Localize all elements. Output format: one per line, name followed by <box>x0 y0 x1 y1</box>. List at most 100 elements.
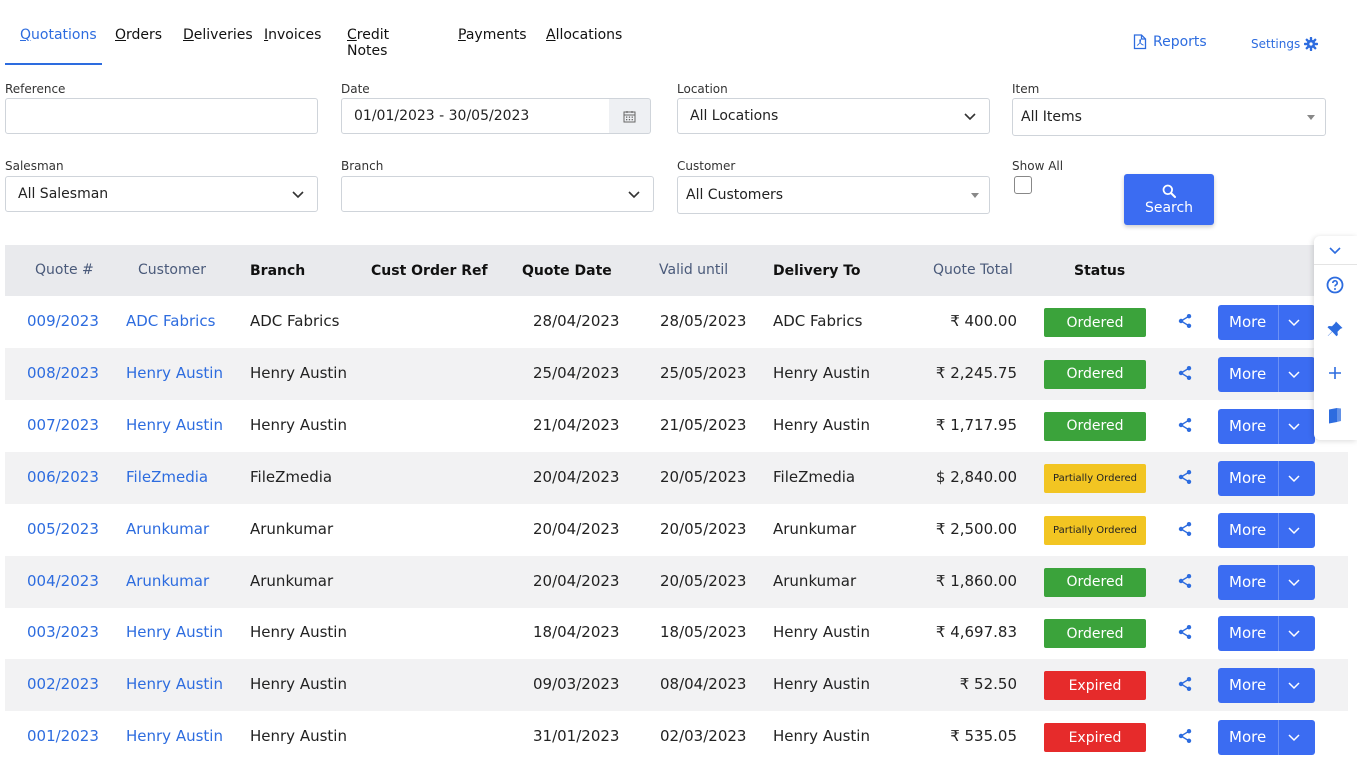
more-label: More <box>1229 468 1267 487</box>
share-icon[interactable] <box>1177 573 1193 589</box>
share-icon[interactable] <box>1177 365 1193 381</box>
more-button[interactable]: More <box>1218 356 1315 392</box>
chevron-down-icon[interactable] <box>1287 678 1301 692</box>
share-icon[interactable] <box>1177 728 1193 744</box>
reference-input[interactable] <box>5 98 318 134</box>
quote-number-link[interactable]: 003/2023 <box>27 623 99 642</box>
chevron-down-icon[interactable] <box>1287 730 1301 744</box>
tab-deliveries[interactable]: Deliveries <box>183 27 253 43</box>
share-icon[interactable] <box>1177 676 1193 692</box>
more-button[interactable]: More <box>1218 408 1315 444</box>
chevron-down-icon[interactable] <box>1287 523 1301 537</box>
delivery-to-cell: Arunkumar <box>773 571 857 590</box>
pin-icon[interactable] <box>1326 320 1344 338</box>
tab-allocations[interactable]: Allocations <box>546 27 623 43</box>
customer-link[interactable]: Henry Austin <box>126 363 223 382</box>
col-quote-total[interactable]: Quote Total <box>933 262 1013 278</box>
more-button[interactable]: More <box>1218 564 1315 600</box>
more-label: More <box>1229 520 1267 539</box>
quote-number-link[interactable]: 002/2023 <box>27 675 99 694</box>
col-status: Status <box>1074 263 1126 279</box>
delivery-to-cell: Henry Austin <box>773 623 870 642</box>
quote-number-link[interactable]: 008/2023 <box>27 363 99 382</box>
quote-total-cell: ₹ 1,717.95 <box>935 415 1017 434</box>
quote-number-link[interactable]: 009/2023 <box>27 312 99 330</box>
customer-link[interactable]: ADC Fabrics <box>126 312 216 330</box>
table-row: 008/2023 Henry Austin Henry Austin 25/04/20… <box>5 347 1348 400</box>
branch-select[interactable] <box>341 176 654 212</box>
quote-number-link[interactable]: 004/2023 <box>27 571 99 590</box>
settings-link[interactable]: Settings <box>1251 37 1319 51</box>
share-icon[interactable] <box>1177 417 1193 433</box>
more-button[interactable]: More <box>1218 512 1315 548</box>
valid-until-cell: 21/05/2023 <box>660 415 747 434</box>
customer-link[interactable]: Arunkumar <box>126 571 210 590</box>
valid-until-cell: 20/05/2023 <box>660 467 747 486</box>
col-quote-number[interactable]: Quote # <box>35 262 94 278</box>
branch-cell: Henry Austin <box>250 675 347 694</box>
status-badge: Ordered <box>1044 359 1146 389</box>
valid-until-cell: 25/05/2023 <box>660 363 747 382</box>
more-label: More <box>1229 728 1267 747</box>
table-row: 006/2023 FileZmedia FileZmedia 20/04/2023 20… <box>5 451 1348 504</box>
chevron-down-icon[interactable] <box>1287 419 1301 433</box>
more-divider <box>1278 616 1279 652</box>
plus-icon[interactable] <box>1326 364 1344 382</box>
branch-cell: Henry Austin <box>250 415 347 434</box>
share-icon[interactable] <box>1177 624 1193 640</box>
quote-date-cell: 25/04/2023 <box>533 363 620 382</box>
quote-number-link[interactable]: 006/2023 <box>27 467 99 486</box>
chevron-down-icon[interactable] <box>1287 367 1301 381</box>
more-button[interactable]: More <box>1218 616 1315 652</box>
more-button[interactable]: More <box>1218 305 1315 340</box>
customer-select[interactable]: All Customers <box>677 176 990 214</box>
tab-invoices[interactable]: Invoices <box>264 27 322 43</box>
tab-credit-notes[interactable]: Credit Notes <box>347 27 390 59</box>
quote-total-cell: ₹ 4,697.83 <box>935 623 1017 642</box>
chevron-down-icon[interactable] <box>1287 315 1301 329</box>
branch-cell: ADC Fabrics <box>250 312 340 330</box>
share-icon[interactable] <box>1177 313 1193 329</box>
branch-label: Branch <box>341 159 384 173</box>
more-divider <box>1278 564 1279 600</box>
salesman-select[interactable]: All Salesman <box>5 176 318 212</box>
customer-link[interactable]: Henry Austin <box>126 727 223 746</box>
customer-link[interactable]: Henry Austin <box>126 623 223 642</box>
customer-link[interactable]: Henry Austin <box>126 415 223 434</box>
table-row: 009/2023 ADC Fabrics ADC Fabrics 28/04/2023… <box>5 296 1348 348</box>
more-button[interactable]: More <box>1218 460 1315 496</box>
customer-link[interactable]: Henry Austin <box>126 675 223 694</box>
calendar-button[interactable] <box>609 98 651 134</box>
chevron-down-icon[interactable] <box>1287 471 1301 485</box>
quote-number-link[interactable]: 001/2023 <box>27 727 99 746</box>
reports-link[interactable]: Reports <box>1133 34 1207 50</box>
side-tool-panel <box>1314 236 1357 440</box>
show-all-checkbox[interactable] <box>1014 176 1032 194</box>
delivery-to-cell: FileZmedia <box>773 467 856 486</box>
more-button[interactable]: More <box>1218 720 1315 756</box>
chevron-down-icon[interactable] <box>1287 575 1301 589</box>
tab-orders[interactable]: Orders <box>115 27 163 43</box>
location-select[interactable]: All Locations <box>677 98 990 134</box>
col-valid-until[interactable]: Valid until <box>659 262 729 278</box>
search-button[interactable]: Search <box>1124 174 1214 225</box>
share-icon[interactable] <box>1177 469 1193 485</box>
quote-date-cell: 31/01/2023 <box>533 727 620 746</box>
quote-number-link[interactable]: 005/2023 <box>27 519 99 538</box>
chevron-down-icon[interactable] <box>1287 626 1301 640</box>
date-range-input[interactable]: 01/01/2023 - 30/05/2023 <box>341 98 610 134</box>
tab-payments[interactable]: Payments <box>458 27 527 43</box>
more-button[interactable]: More <box>1218 668 1315 704</box>
salesman-label: Salesman <box>5 159 64 173</box>
book-icon[interactable] <box>1326 407 1344 425</box>
date-range-value: 01/01/2023 - 30/05/2023 <box>354 108 530 124</box>
tab-quotations[interactable]: Quotations <box>5 18 102 65</box>
col-customer[interactable]: Customer <box>138 262 207 278</box>
customer-link[interactable]: Arunkumar <box>126 519 210 538</box>
chevron-down-icon[interactable] <box>1326 241 1344 259</box>
help-icon[interactable] <box>1326 276 1344 294</box>
share-icon[interactable] <box>1177 521 1193 537</box>
item-select[interactable]: All Items <box>1012 98 1326 136</box>
quote-number-link[interactable]: 007/2023 <box>27 415 99 434</box>
customer-link[interactable]: FileZmedia <box>126 467 209 486</box>
